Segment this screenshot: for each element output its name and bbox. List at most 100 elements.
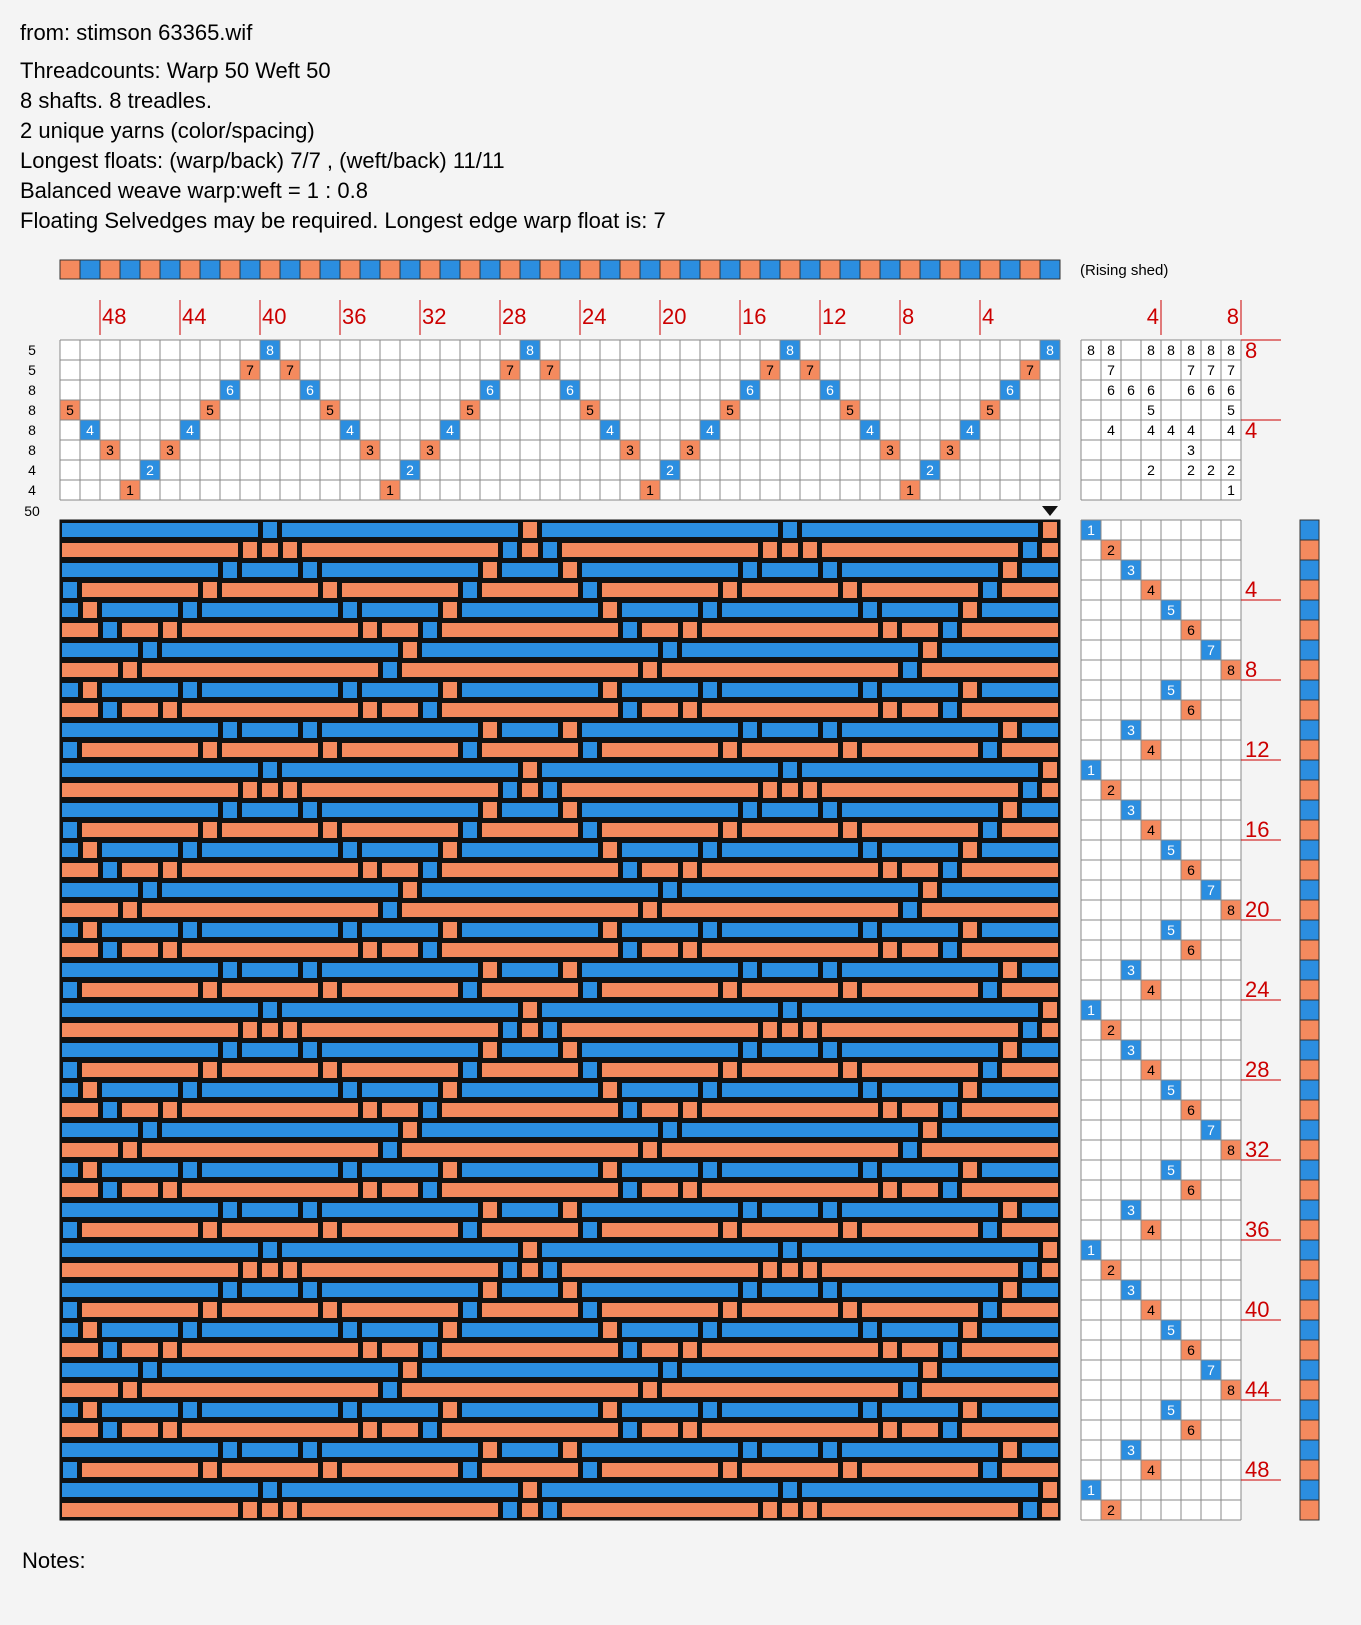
drawdown-cell bbox=[423, 1182, 437, 1198]
drawdown-cell bbox=[1000, 703, 1020, 717]
drawdown-cell bbox=[340, 763, 360, 777]
drawdown-cell bbox=[862, 1463, 880, 1477]
drawdown-cell bbox=[240, 1363, 260, 1377]
drawdown-cell bbox=[62, 923, 78, 937]
threading-mark bbox=[960, 420, 980, 440]
drawdown-cell bbox=[420, 683, 438, 697]
drawdown-cell bbox=[140, 623, 158, 637]
drawdown-cell bbox=[443, 1322, 457, 1338]
threading-mark-label: 7 bbox=[766, 362, 774, 378]
drawdown-cell bbox=[320, 1243, 340, 1257]
row-number: 36 bbox=[1245, 1217, 1269, 1242]
drawdown-cell bbox=[360, 543, 380, 557]
drawdown-cell bbox=[200, 703, 220, 717]
drawdown-cell bbox=[820, 683, 840, 697]
drawdown-cell bbox=[140, 763, 160, 777]
drawdown-cell bbox=[200, 1423, 220, 1437]
drawdown-cell bbox=[660, 723, 680, 737]
drawdown-cell bbox=[980, 1043, 998, 1057]
drawdown-cell bbox=[800, 1103, 820, 1117]
drawdown-cell bbox=[260, 1443, 280, 1457]
drawdown-cell bbox=[843, 1222, 857, 1238]
drawdown-cell bbox=[602, 743, 620, 757]
drawdown-cell bbox=[600, 543, 620, 557]
drawdown-cell bbox=[702, 703, 720, 717]
drawdown-cell bbox=[900, 783, 920, 797]
drawdown-cell bbox=[1002, 823, 1020, 837]
drawdown-cell bbox=[720, 1263, 740, 1277]
drawdown-cell bbox=[160, 1163, 178, 1177]
drawdown-cell bbox=[62, 703, 80, 717]
drawdown-cell bbox=[400, 1203, 420, 1217]
drawdown-cell bbox=[680, 763, 700, 777]
drawdown-cell bbox=[62, 1503, 80, 1517]
drawdown-cell bbox=[980, 943, 1000, 957]
drawdown-cell bbox=[760, 1463, 780, 1477]
drawdown-cell bbox=[980, 903, 1000, 917]
drawdown-cell bbox=[1020, 703, 1040, 717]
drawdown-cell bbox=[483, 1202, 497, 1218]
drawdown-cell bbox=[1003, 1442, 1017, 1458]
drawdown-cell bbox=[700, 563, 720, 577]
drawdown-cell bbox=[440, 1143, 460, 1157]
drawdown-cell bbox=[740, 663, 760, 677]
treadling-mark-label: 5 bbox=[1167, 1162, 1175, 1178]
drawdown-cell bbox=[980, 1363, 1000, 1377]
drawdown-cell bbox=[800, 1443, 818, 1457]
drawdown-cell bbox=[163, 942, 177, 958]
shaft-count: 8 bbox=[28, 422, 36, 438]
drawdown-cell bbox=[983, 1062, 997, 1078]
shaft-count: 4 bbox=[28, 462, 36, 478]
treadling-mark bbox=[1101, 1020, 1121, 1040]
drawdown-cell bbox=[760, 523, 778, 537]
drawdown-cell bbox=[740, 543, 758, 557]
drawdown-cell bbox=[960, 523, 980, 537]
drawdown-cell bbox=[920, 683, 940, 697]
drawdown-cell bbox=[900, 1223, 920, 1237]
drawdown-cell bbox=[442, 943, 460, 957]
drawdown-cell bbox=[420, 663, 440, 677]
drawdown-cell bbox=[920, 543, 940, 557]
treadling-mark bbox=[1181, 940, 1201, 960]
drawdown-cell bbox=[960, 1223, 978, 1237]
drawdown-cell bbox=[500, 1363, 520, 1377]
tieup-mark: 4 bbox=[1227, 422, 1235, 438]
drawdown-cell bbox=[482, 983, 500, 997]
drawdown-cell bbox=[142, 1143, 160, 1157]
drawdown-cell bbox=[400, 703, 418, 717]
drawdown-cell bbox=[843, 982, 857, 998]
drawdown-cell bbox=[120, 983, 140, 997]
drawdown-cell bbox=[660, 543, 680, 557]
drawdown-cell bbox=[983, 742, 997, 758]
drawdown-cell bbox=[960, 783, 980, 797]
drawdown-cell bbox=[240, 1143, 260, 1157]
weft-color-cell bbox=[1299, 739, 1320, 761]
drawdown-cell bbox=[960, 1363, 980, 1377]
drawdown-cell bbox=[563, 1442, 577, 1458]
drawdown-cell bbox=[440, 983, 458, 997]
drawdown-cell bbox=[802, 1483, 820, 1497]
drawdown-cell bbox=[400, 1243, 420, 1257]
drawdown-cell bbox=[220, 1143, 240, 1157]
drawdown-cell bbox=[420, 743, 440, 757]
drawdown-cell bbox=[460, 1203, 478, 1217]
drawdown-cell bbox=[820, 1063, 838, 1077]
drawdown-cell bbox=[840, 1343, 860, 1357]
drawdown-cell bbox=[240, 943, 260, 957]
drawdown-cell bbox=[780, 643, 800, 657]
drawdown-cell bbox=[1020, 603, 1040, 617]
drawdown-cell bbox=[280, 1183, 300, 1197]
drawdown-cell bbox=[883, 702, 897, 718]
drawdown-cell bbox=[560, 1383, 580, 1397]
drawdown-cell bbox=[700, 1043, 720, 1057]
drawdown-cell bbox=[342, 1063, 360, 1077]
threading-mark-label: 6 bbox=[826, 382, 834, 398]
drawdown-cell bbox=[443, 842, 457, 858]
drawdown-cell bbox=[980, 723, 998, 737]
drawdown-cell bbox=[240, 1163, 260, 1177]
drawdown-cell bbox=[580, 1143, 600, 1157]
drawdown-cell bbox=[963, 1402, 977, 1418]
drawdown-cell bbox=[160, 983, 180, 997]
drawdown-cell bbox=[700, 1023, 720, 1037]
drawdown-cell bbox=[942, 643, 960, 657]
